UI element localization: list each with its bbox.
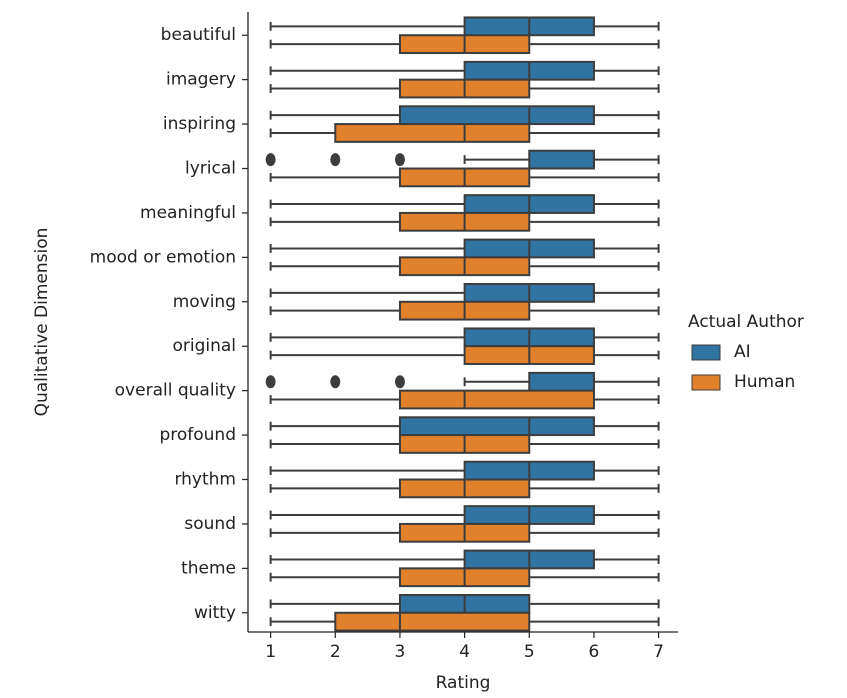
x-tick-label: 6 <box>589 642 600 662</box>
y-tick-label: moving <box>173 292 236 312</box>
x-tick-label: 5 <box>524 642 535 662</box>
y-tick-label: theme <box>181 558 236 578</box>
y-axis-label: Qualitative Dimension <box>32 228 52 417</box>
y-tick-label: mood or emotion <box>90 247 236 267</box>
y-tick-label: witty <box>194 603 236 623</box>
legend-swatch <box>691 374 721 391</box>
outlier <box>330 153 341 167</box>
box <box>398 105 595 126</box>
legend-title: Actual Author <box>688 312 804 332</box>
x-tick-label: 7 <box>653 642 664 662</box>
y-tick-label: imagery <box>166 70 236 90</box>
y-tick-label: meaningful <box>140 203 236 223</box>
box <box>528 371 595 392</box>
y-tick-label: beautiful <box>161 25 236 45</box>
outlier <box>330 375 341 389</box>
y-tick-label: original <box>172 336 236 356</box>
outlier <box>394 375 405 389</box>
y-tick-label: inspiring <box>163 114 236 134</box>
outlier <box>265 153 276 167</box>
legend-label: Human <box>734 372 795 392</box>
x-tick-label: 4 <box>459 642 470 662</box>
x-axis-label: Rating <box>436 673 491 693</box>
outlier <box>394 153 405 167</box>
outlier <box>265 375 276 389</box>
legend-swatch <box>691 344 721 361</box>
box <box>398 389 595 410</box>
x-tick-label: 1 <box>265 642 276 662</box>
y-tick-label: rhythm <box>174 470 236 490</box>
box <box>334 611 531 632</box>
box <box>398 416 595 437</box>
box <box>334 123 531 143</box>
x-tick-label: 2 <box>330 642 341 662</box>
y-tick-label: lyrical <box>185 159 236 179</box>
y-tick-label: profound <box>159 425 236 445</box>
y-tick-label: overall quality <box>115 381 236 401</box>
x-tick-label: 3 <box>395 642 406 662</box>
box <box>528 149 595 170</box>
y-tick-label: sound <box>184 514 236 534</box>
legend-label: AI <box>734 342 751 362</box>
